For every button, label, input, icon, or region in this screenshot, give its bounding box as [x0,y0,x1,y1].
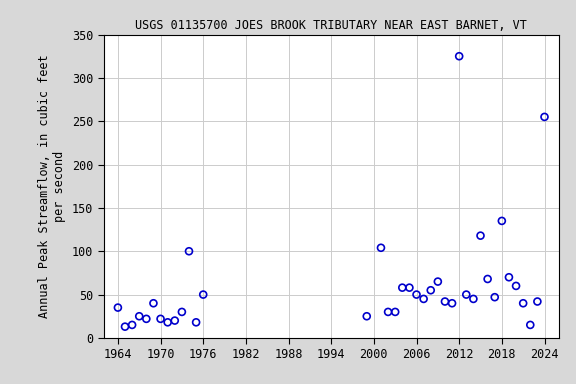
Point [426,287,435,293]
Point [412,291,421,298]
Point [433,278,442,285]
Point [505,274,514,280]
Point [440,298,449,305]
Point [476,233,485,239]
Point [397,285,407,291]
Y-axis label: Annual Peak Streamflow, in cubic feet
per second: Annual Peak Streamflow, in cubic feet pe… [39,55,66,318]
Point [191,319,200,325]
Point [362,313,372,319]
Point [113,305,123,311]
Point [533,298,542,305]
Point [391,309,400,315]
Point [170,318,179,324]
Title: USGS 01135700 JOES BROOK TRIBUTARY NEAR EAST BARNET, VT: USGS 01135700 JOES BROOK TRIBUTARY NEAR … [135,19,527,32]
Point [384,309,393,315]
Point [448,300,457,306]
Point [120,324,130,330]
Point [454,53,464,59]
Point [184,248,194,254]
Point [127,322,137,328]
Point [142,316,151,322]
Point [469,296,478,302]
Point [483,276,492,282]
Point [149,300,158,306]
Point [163,319,172,325]
Point [156,316,165,322]
Point [135,313,144,319]
Point [518,300,528,306]
Point [462,291,471,298]
Point [526,322,535,328]
Point [419,296,428,302]
Point [497,218,506,224]
Point [490,294,499,300]
Point [540,114,549,120]
Point [376,245,385,251]
Point [511,283,521,289]
Point [199,291,208,298]
Point [177,309,187,315]
Point [405,285,414,291]
